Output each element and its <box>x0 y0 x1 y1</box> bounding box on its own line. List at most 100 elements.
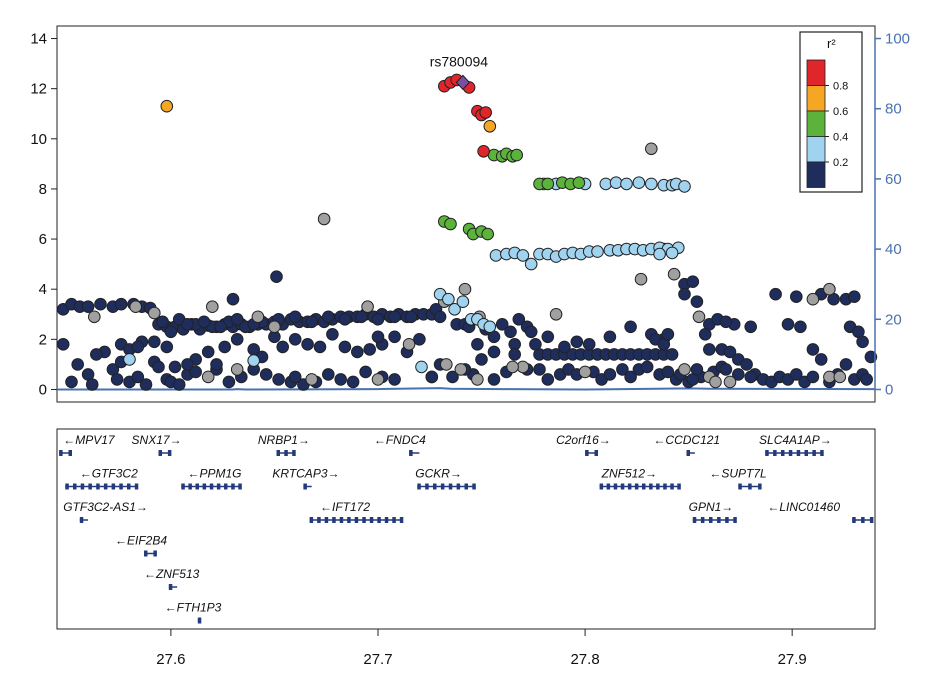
gene-exon <box>111 483 116 490</box>
gene-exon <box>195 483 199 490</box>
gene-exon <box>852 517 856 523</box>
snp-point-navy <box>744 320 758 334</box>
snp-point-gray <box>823 370 836 384</box>
gene-exon <box>158 450 162 456</box>
gene-label: ←MPV17 <box>63 433 116 447</box>
gene-exon <box>788 450 793 456</box>
snp-point-gray <box>371 373 385 386</box>
snp-point-navy <box>148 335 161 349</box>
snp-point-navy <box>806 370 820 384</box>
snp-point-navy <box>471 338 484 351</box>
y2-tick-label: 0 <box>885 381 893 398</box>
gene-exon <box>433 483 437 490</box>
snp-point-navy <box>189 365 202 379</box>
snp-point-lightblue <box>609 176 623 189</box>
gene-exon <box>656 483 660 490</box>
gene-exon <box>869 517 874 523</box>
snp-point-gray <box>458 282 472 296</box>
gene-ppm1g: ←PPM1G <box>181 467 242 490</box>
snp-point-navy <box>512 313 526 326</box>
gene-exon <box>96 483 100 490</box>
gene-exon <box>663 483 667 490</box>
snp-point-navy <box>794 320 807 334</box>
snp-point-lightblue <box>247 354 260 367</box>
gene-exon <box>448 483 453 490</box>
gene-exon <box>181 483 185 490</box>
y2-tick-label: 80 <box>885 101 902 118</box>
snp-point-gray <box>549 308 563 321</box>
snp-point-navy <box>790 368 803 381</box>
gene-exon <box>134 483 139 490</box>
snp-point-navy <box>346 375 360 389</box>
gene-label: C2orf16→ <box>556 433 611 447</box>
snp-point-gray <box>305 373 319 386</box>
gene-fth1p3: ←FTH1P3 <box>165 601 222 624</box>
gene-exon <box>765 450 769 456</box>
legend-swatch <box>806 136 826 163</box>
snp-point-lightblue <box>489 249 503 262</box>
legend-swatch <box>806 59 826 86</box>
snp-point-gray <box>402 338 416 351</box>
snp-point-navy <box>433 310 447 324</box>
snp-point-gray <box>709 375 722 389</box>
gene-exon <box>670 483 674 490</box>
gene-krtcap3: KRTCAP3→ <box>272 467 340 490</box>
gene-exon <box>425 483 429 490</box>
snp-point-navy <box>504 325 517 339</box>
gene-exon <box>238 483 242 490</box>
snp-point-navy <box>665 348 679 361</box>
gene-label: ←SUPT7L <box>709 467 766 481</box>
snp-point-red <box>479 106 493 119</box>
legend-swatch <box>806 85 826 112</box>
gene-exon <box>79 517 84 523</box>
snp-point-navy <box>425 370 439 384</box>
gene-gtf3c2-as1: GTF3C2-AS1→ <box>63 500 148 523</box>
snp-point-navy <box>81 300 95 314</box>
snp-point-navy <box>371 313 385 326</box>
gene-snx17: SNX17→ <box>132 433 182 456</box>
snp-point-navy <box>259 368 273 381</box>
snp-point-lightblue <box>448 303 461 316</box>
snp-point-gray <box>667 267 681 281</box>
snp-point-lightblue <box>483 320 497 334</box>
gene-exon <box>119 483 123 490</box>
snp-point-gray <box>806 292 820 306</box>
y2-tick-label: 100 <box>885 31 910 48</box>
y-tick-label: 10 <box>30 131 47 148</box>
lead-snp-label: rs780094 <box>430 53 489 69</box>
snp-point-lightblue <box>415 360 428 374</box>
gene-exon <box>317 517 321 523</box>
gene-exon <box>68 450 72 456</box>
snp-point-navy <box>363 343 377 356</box>
snp-point-navy <box>848 290 861 304</box>
snp-point-navy <box>301 338 314 351</box>
snp-point-navy <box>139 378 153 391</box>
snp-point-navy <box>334 373 348 386</box>
legend-swatch <box>806 161 826 188</box>
y-tick-label: 8 <box>39 181 47 198</box>
gene-fndc4: ←FNDC4 <box>374 433 426 456</box>
snp-point-navy <box>160 340 174 354</box>
snp-point-lightblue <box>653 247 666 261</box>
snp-point-navy <box>698 328 712 341</box>
snp-point-navy <box>860 373 874 386</box>
snp-point-lightblue <box>678 180 691 193</box>
gene-exon <box>620 483 625 490</box>
snp-point-lightblue <box>524 257 538 271</box>
snp-point-lightblue <box>620 177 633 191</box>
snp-point-gray <box>129 300 142 314</box>
lead-snp-diamond <box>455 74 471 91</box>
y2-tick-label: 40 <box>885 241 902 258</box>
recombination-rate-polyline <box>57 387 876 391</box>
snp-point-navy <box>541 330 555 344</box>
gene-exon <box>417 483 421 490</box>
gene-exon <box>103 483 108 490</box>
gene-exon <box>409 450 413 456</box>
snp-point-navy <box>487 345 501 359</box>
snp-point-navy <box>226 292 240 306</box>
snp-point-navy <box>603 368 617 381</box>
snp-point-navy <box>744 370 758 384</box>
gene-exon <box>309 517 314 523</box>
gene-exon <box>188 483 192 490</box>
gene-label: GCKR→ <box>415 467 462 481</box>
